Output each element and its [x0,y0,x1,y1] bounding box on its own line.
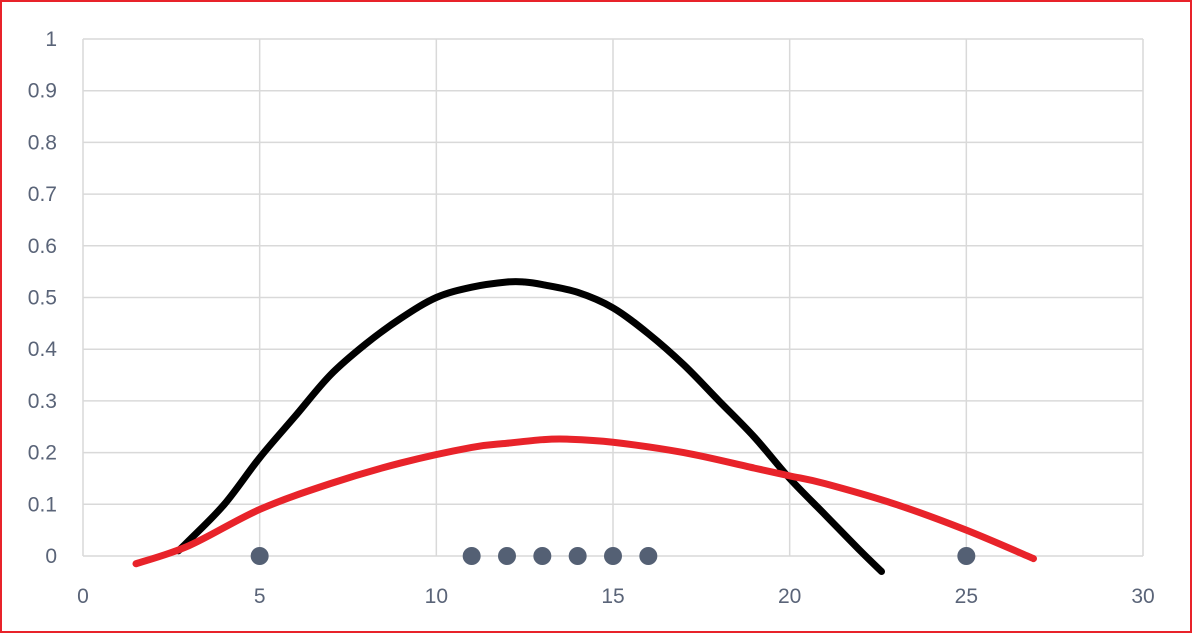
data-point [639,547,658,565]
x-tick-label: 0 [77,585,89,608]
y-tick-label: 0.1 [28,493,57,516]
data-point [498,547,516,565]
y-tick-label: 0.6 [28,235,57,258]
x-tick-label: 30 [1131,585,1154,608]
series-layer [132,277,1037,576]
y-tick-label: 0.4 [28,338,58,361]
y-tick-label: 0.3 [28,390,57,413]
y-tick-label: 1 [45,28,57,51]
data-point [604,547,622,565]
x-tick-label: 10 [425,585,448,608]
data-point [462,547,481,565]
data-point [568,547,587,565]
data-point [250,547,269,565]
y-tick-label: 0.9 [28,80,57,103]
y-tick-label: 0.5 [28,287,57,310]
x-tick-label: 5 [254,585,266,608]
y-tick-label: 0.2 [28,442,57,465]
x-tick-label: 20 [778,585,801,608]
x-tick-label: 15 [601,585,624,608]
curve-series-2 [132,435,1037,568]
y-tick-label: 0 [45,545,57,568]
data-point [533,547,552,565]
x-tick-labels: 0 5 10 15 20 25 30 [77,585,1155,608]
data-point [957,547,976,565]
y-tick-label: 0.7 [28,183,57,206]
curve-series-1 [174,277,886,576]
y-tick-labels: 0 0.1 0.2 0.3 0.4 0.5 0.6 0.7 0.8 0.9 1 [28,28,58,568]
x-tick-label: 25 [955,585,978,608]
y-tick-label: 0.8 [28,131,57,154]
